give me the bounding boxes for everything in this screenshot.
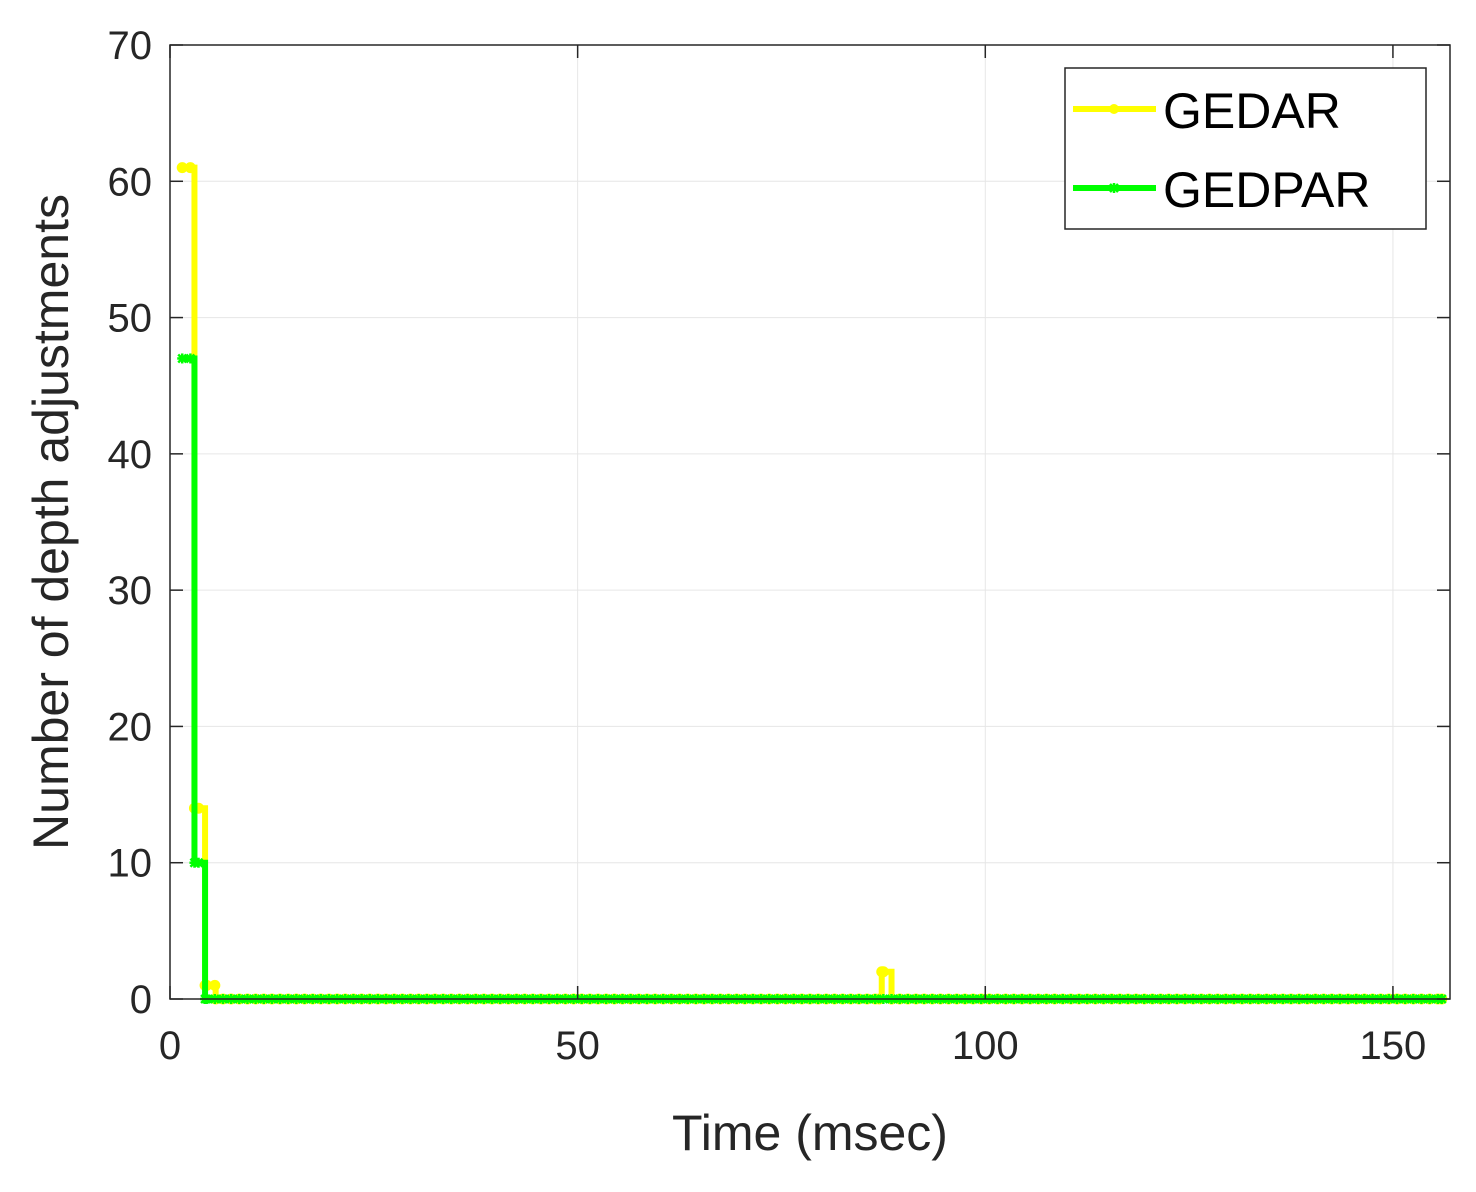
legend-marker-gedar [1109,104,1119,114]
x-tick-label: 50 [555,1024,600,1068]
y-tick-label: 0 [130,978,152,1022]
y-tick-labels: 0 10 20 30 40 50 60 70 [108,24,153,1022]
x-tick-label: 150 [1360,1024,1427,1068]
y-axis-label: Number of depth adjustments [23,194,79,850]
legend: GEDAR GEDPAR [1064,67,1427,230]
data-point [877,966,889,978]
legend-label-gedar: GEDAR [1163,83,1341,139]
y-tick-label: 30 [108,569,153,613]
data-point [177,353,188,364]
y-tick-label: 40 [108,433,153,477]
legend-marker-gedpar [1109,183,1119,193]
x-tick-labels: 0 50 100 150 [159,1024,1426,1068]
data-point [193,857,204,868]
y-tick-label: 10 [108,842,153,886]
x-axis-label: Time (msec) [672,1105,948,1161]
axes-box [169,44,1451,1000]
x-tick-label: 100 [952,1024,1019,1068]
data-point [184,162,196,174]
legend-box [1064,67,1427,230]
y-tick-label: 50 [108,297,153,341]
data-point [185,353,196,364]
y-tick-label: 70 [108,24,153,68]
x-tick-label: 0 [159,1024,181,1068]
y-tick-label: 20 [108,705,153,749]
legend-marker-asterisk [1109,183,1119,193]
y-tick-label: 60 [108,160,153,204]
ticks [169,44,1450,1000]
data-point [209,979,221,991]
legend-label-gedpar: GEDPAR [1163,162,1370,218]
